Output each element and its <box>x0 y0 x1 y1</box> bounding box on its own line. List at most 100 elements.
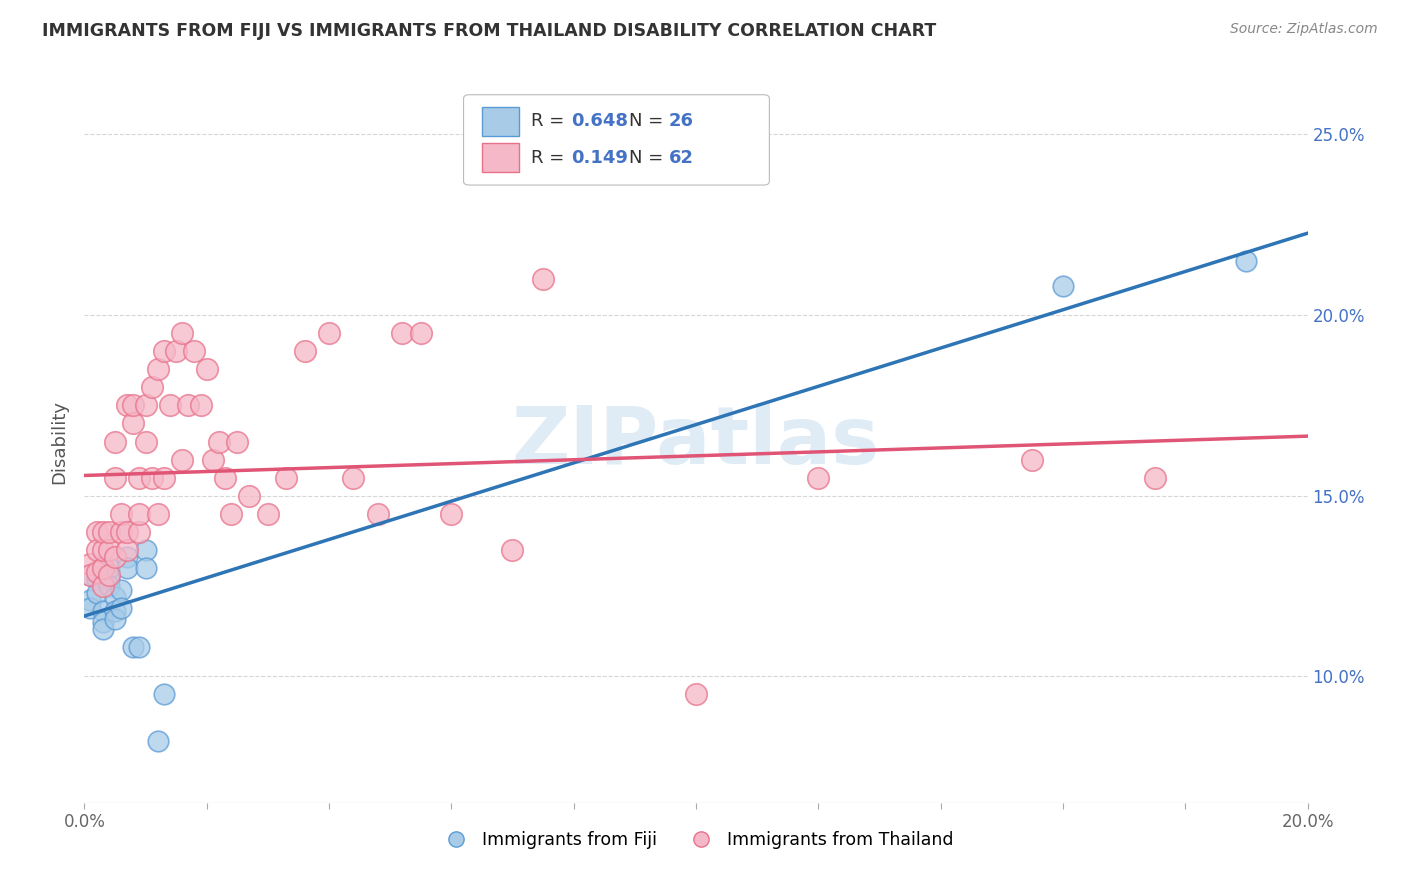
FancyBboxPatch shape <box>464 95 769 185</box>
Point <box>318 326 340 341</box>
Text: R =: R = <box>531 112 569 130</box>
Point <box>104 604 127 618</box>
Point <box>159 398 181 412</box>
Point <box>115 398 138 412</box>
Text: 62: 62 <box>669 149 695 167</box>
Point <box>440 507 463 521</box>
Point <box>122 417 145 431</box>
Point <box>97 572 120 586</box>
Point <box>128 471 150 485</box>
Point <box>104 434 127 449</box>
Point <box>190 398 212 412</box>
Point <box>1236 254 1258 268</box>
Point <box>135 434 157 449</box>
Point <box>208 434 231 449</box>
Point <box>257 507 280 521</box>
Point <box>214 471 236 485</box>
Text: N =: N = <box>628 112 669 130</box>
Point <box>146 507 169 521</box>
Text: Source: ZipAtlas.com: Source: ZipAtlas.com <box>1230 22 1378 37</box>
Point <box>122 640 145 655</box>
Point <box>135 398 157 412</box>
Text: N =: N = <box>628 149 669 167</box>
Point <box>86 565 108 579</box>
Point <box>1021 452 1043 467</box>
Point <box>97 568 120 582</box>
Point <box>115 550 138 565</box>
Point <box>86 572 108 586</box>
FancyBboxPatch shape <box>482 143 519 172</box>
Point <box>183 344 205 359</box>
Point <box>276 471 298 485</box>
Point <box>79 593 101 607</box>
Point <box>807 471 830 485</box>
Point <box>153 344 176 359</box>
Text: 26: 26 <box>669 112 695 130</box>
Point <box>86 524 108 539</box>
Point <box>141 380 163 394</box>
FancyBboxPatch shape <box>482 107 519 136</box>
Point <box>91 524 114 539</box>
Point <box>86 586 108 600</box>
Point <box>531 272 554 286</box>
Point <box>238 489 260 503</box>
Point <box>141 471 163 485</box>
Point <box>391 326 413 341</box>
Point <box>79 600 101 615</box>
Point <box>91 623 114 637</box>
Point <box>1143 471 1166 485</box>
Point <box>91 561 114 575</box>
Point <box>172 452 194 467</box>
Point <box>104 590 127 604</box>
Point <box>177 398 200 412</box>
Point <box>502 542 524 557</box>
Point <box>79 568 101 582</box>
Point <box>153 471 176 485</box>
Point <box>685 687 707 701</box>
Point <box>165 344 187 359</box>
Y-axis label: Disability: Disability <box>51 400 69 483</box>
Text: R =: R = <box>531 149 569 167</box>
Point <box>128 640 150 655</box>
Point <box>91 615 114 630</box>
Point <box>104 611 127 625</box>
Point <box>97 542 120 557</box>
Point <box>294 344 316 359</box>
Point <box>172 326 194 341</box>
Point <box>104 550 127 565</box>
Point <box>135 561 157 575</box>
Point <box>91 542 114 557</box>
Point <box>110 582 132 597</box>
Point <box>122 398 145 412</box>
Point <box>115 524 138 539</box>
Point <box>128 507 150 521</box>
Point <box>135 542 157 557</box>
Point <box>91 579 114 593</box>
Point <box>201 452 224 467</box>
Text: 0.648: 0.648 <box>571 112 628 130</box>
Point <box>86 542 108 557</box>
Point <box>79 558 101 572</box>
Point <box>367 507 389 521</box>
Point <box>342 471 364 485</box>
Point <box>1052 279 1074 293</box>
Point <box>110 524 132 539</box>
Text: 0.149: 0.149 <box>571 149 628 167</box>
Point <box>409 326 432 341</box>
Point <box>226 434 249 449</box>
Text: IMMIGRANTS FROM FIJI VS IMMIGRANTS FROM THAILAND DISABILITY CORRELATION CHART: IMMIGRANTS FROM FIJI VS IMMIGRANTS FROM … <box>42 22 936 40</box>
Point <box>219 507 242 521</box>
Point <box>110 600 132 615</box>
Point <box>104 471 127 485</box>
Point <box>79 568 101 582</box>
Point <box>115 561 138 575</box>
Point <box>91 604 114 618</box>
Point <box>97 561 120 575</box>
Legend: Immigrants from Fiji, Immigrants from Thailand: Immigrants from Fiji, Immigrants from Th… <box>432 823 960 855</box>
Point <box>146 734 169 748</box>
Point <box>153 687 176 701</box>
Text: ZIPatlas: ZIPatlas <box>512 402 880 481</box>
Point <box>195 362 218 376</box>
Point <box>128 524 150 539</box>
Point <box>110 507 132 521</box>
